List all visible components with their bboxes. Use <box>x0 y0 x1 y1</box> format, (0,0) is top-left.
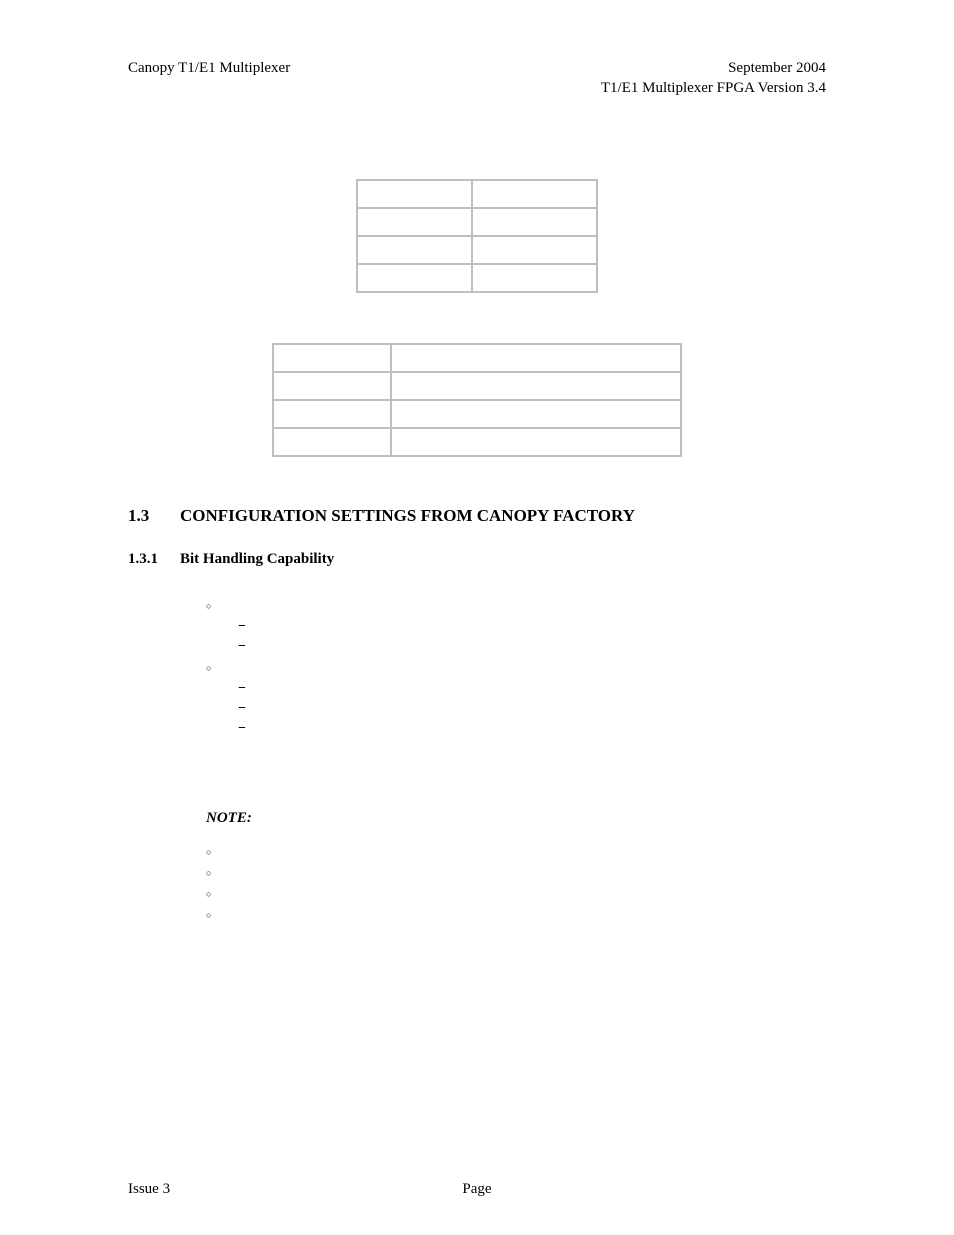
header-right-line1: September 2004 <box>601 58 826 78</box>
footer-left: Issue 3 <box>128 1179 361 1199</box>
table-row <box>357 264 597 292</box>
capability-list: ○ − − ○ − − − <box>206 596 826 738</box>
list-item: ○ <box>206 658 826 678</box>
table-1-wrap <box>128 99 826 293</box>
bullet-circle-icon: ○ <box>206 905 226 925</box>
table-2-wrap <box>128 293 826 457</box>
footer-center: Page <box>361 1179 594 1199</box>
table-row <box>357 180 597 208</box>
header-left-text: Canopy T1/E1 Multiplexer <box>128 58 290 78</box>
note-block: NOTE: ○ ○ ○ ○ <box>206 808 826 925</box>
subsection-number: 1.3.1 <box>128 549 164 569</box>
list-item: − <box>238 680 826 698</box>
section-title: CONFIGURATION SETTINGS FROM CANOPY FACTO… <box>180 505 635 528</box>
note-list: ○ ○ ○ ○ <box>206 842 826 925</box>
bullet-circle-icon: ○ <box>206 842 226 862</box>
document-page: Canopy T1/E1 Multiplexer September 2004 … <box>0 0 954 1235</box>
bullet-dash-icon: − <box>238 680 258 698</box>
bullet-dash-icon: − <box>238 638 258 656</box>
page-header: Canopy T1/E1 Multiplexer September 2004 … <box>128 58 826 99</box>
list-item: − <box>238 618 826 636</box>
list-item: ○ <box>206 596 826 616</box>
list-item: ○ <box>206 863 826 883</box>
footer-right <box>593 1179 826 1199</box>
list-item: ○ <box>206 842 826 862</box>
bullet-circle-icon: ○ <box>206 863 226 883</box>
subsection-title: Bit Handling Capability <box>180 549 334 569</box>
table-row <box>357 236 597 264</box>
table-row <box>273 400 681 428</box>
table-row <box>273 344 681 372</box>
note-label: NOTE: <box>206 808 826 828</box>
table-row <box>273 372 681 400</box>
header-right-block: September 2004 T1/E1 Multiplexer FPGA Ve… <box>601 58 826 99</box>
table-2 <box>272 343 682 457</box>
list-item: − <box>238 720 826 738</box>
table-1 <box>356 179 598 293</box>
page-footer: Issue 3 Page <box>128 1179 826 1199</box>
list-item: ○ <box>206 884 826 904</box>
list-item: − <box>238 638 826 656</box>
bullet-circle-icon: ○ <box>206 884 226 904</box>
bullet-dash-icon: − <box>238 618 258 636</box>
table-row <box>273 428 681 456</box>
list-item: ○ <box>206 905 826 925</box>
subsection-heading: 1.3.1 Bit Handling Capability <box>128 549 826 569</box>
bullet-dash-icon: − <box>238 720 258 738</box>
bullet-dash-icon: − <box>238 700 258 718</box>
bullet-circle-icon: ○ <box>206 658 226 678</box>
list-item: − <box>238 700 826 718</box>
section-heading: 1.3 CONFIGURATION SETTINGS FROM CANOPY F… <box>128 505 826 528</box>
table-row <box>357 208 597 236</box>
section-number: 1.3 <box>128 505 164 528</box>
bullet-circle-icon: ○ <box>206 596 226 616</box>
header-right-line2: T1/E1 Multiplexer FPGA Version 3.4 <box>601 78 826 98</box>
